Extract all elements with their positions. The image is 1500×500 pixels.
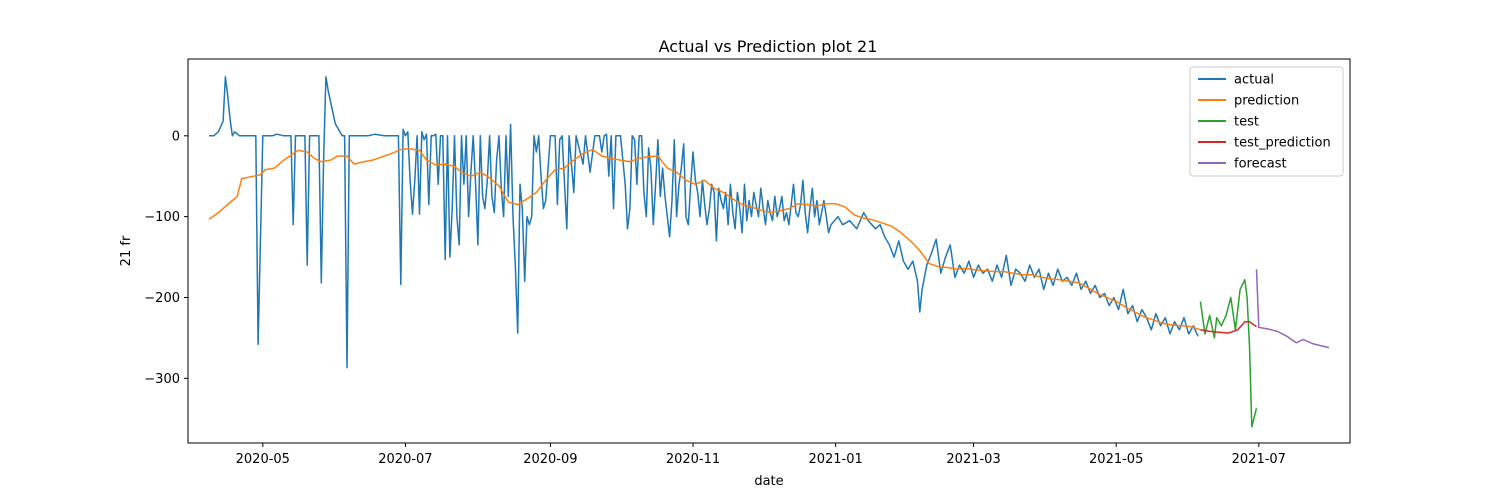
y-tick-label: −300 — [144, 372, 180, 387]
x-tick-label: 2021-07 — [1232, 452, 1286, 467]
x-tick-label: 2021-01 — [808, 452, 862, 467]
legend-box — [1189, 66, 1344, 177]
legend: actual prediction test test_predictionforec… — [1189, 66, 1344, 177]
x-tick-label: 2020-11 — [666, 452, 720, 467]
series-line-forecast — [1255, 269, 1330, 349]
x-tick-label: 2021-05 — [1089, 452, 1143, 467]
x-tick-label: 2020-05 — [236, 452, 290, 467]
y-tick-label: −200 — [144, 291, 180, 306]
legend-label-prediction: prediction — [1234, 94, 1299, 109]
x-axis-label: date — [754, 474, 783, 489]
series-line-test — [1199, 278, 1258, 428]
x-tick-label: 2020-09 — [523, 452, 577, 467]
chart-title: Actual vs Prediction plot 21 — [659, 37, 878, 56]
y-tick-label: 0 — [172, 129, 180, 144]
y-axis-ticks: 0 −100 −200 −300 — [144, 129, 188, 387]
y-axis-label: 21 fr — [119, 235, 134, 266]
y-tick-label: −100 — [144, 210, 180, 225]
series-line-test-prediction — [1200, 320, 1257, 334]
plot-frame — [187, 58, 1351, 444]
x-tick-label: 2020-07 — [378, 452, 432, 467]
series-line-prediction — [208, 147, 1201, 331]
legend-label-actual: actual — [1234, 73, 1274, 88]
x-axis-ticks: 2020-05 2020-07 2020-09 2020-11 2021-01 2021-… — [236, 443, 1286, 467]
x-tick-label: 2021-03 — [946, 452, 1000, 467]
series-line-actual — [209, 76, 1199, 369]
legend-label-test-prediction: test_prediction — [1234, 136, 1331, 151]
legend-label-forecast: forecast — [1234, 157, 1287, 172]
legend-label-test: test — [1234, 115, 1259, 130]
series-layer — [208, 76, 1330, 428]
